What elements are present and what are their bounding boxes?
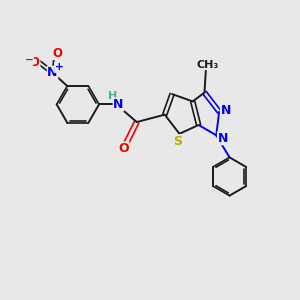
Text: O: O: [30, 56, 40, 69]
Text: N: N: [218, 132, 228, 145]
Text: O: O: [118, 142, 129, 155]
Text: N: N: [220, 104, 231, 117]
Text: H: H: [108, 91, 117, 101]
Text: CH₃: CH₃: [196, 60, 218, 70]
Text: N: N: [113, 98, 124, 111]
Text: −: −: [25, 55, 33, 64]
Text: S: S: [173, 135, 182, 148]
Text: O: O: [52, 46, 62, 59]
Text: +: +: [55, 62, 63, 73]
Text: N: N: [47, 66, 58, 79]
